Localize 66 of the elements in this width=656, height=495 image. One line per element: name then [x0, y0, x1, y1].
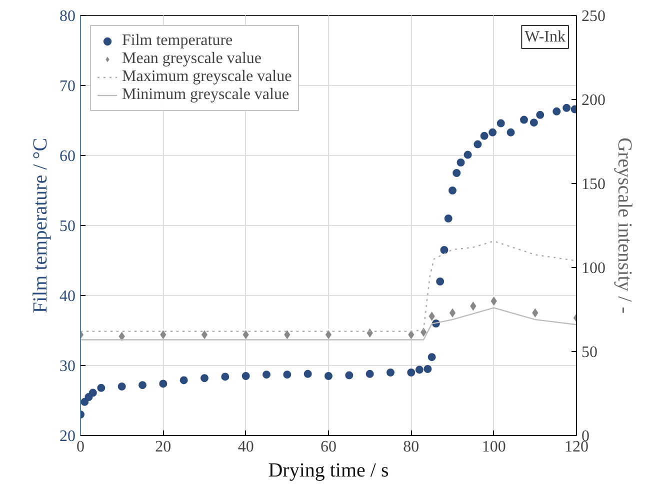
point — [436, 278, 444, 286]
y2-axis-title: Greyscale intensity / - — [614, 137, 636, 314]
point — [366, 370, 374, 378]
point — [506, 128, 515, 136]
y-tick-label: 50 — [60, 218, 76, 235]
point — [496, 119, 505, 128]
point — [530, 118, 538, 127]
point — [480, 132, 488, 140]
point — [440, 246, 448, 254]
point — [428, 353, 436, 362]
point — [324, 328, 333, 341]
y2-tick-label: 100 — [582, 260, 606, 277]
point — [488, 128, 497, 136]
point — [536, 110, 544, 119]
y2-tick-label: 200 — [582, 92, 606, 109]
point — [221, 372, 230, 381]
point — [419, 326, 428, 338]
point — [562, 104, 571, 112]
point — [118, 382, 126, 390]
point — [552, 107, 561, 116]
point — [97, 384, 106, 392]
point — [415, 366, 424, 374]
legend-label: Maximum greyscale value — [122, 68, 292, 86]
point — [200, 374, 208, 382]
point — [159, 380, 168, 388]
y-tick-label: 30 — [60, 358, 76, 375]
point — [444, 214, 452, 222]
point — [242, 372, 250, 380]
annotation: W-Ink — [524, 28, 566, 46]
point — [345, 371, 354, 380]
point — [452, 169, 461, 177]
point — [138, 381, 146, 390]
legend-label: Mean greyscale value — [122, 50, 262, 68]
y2-tick-label: 150 — [582, 176, 606, 193]
y-tick-label: 40 — [60, 288, 76, 305]
x-tick-label: 20 — [155, 438, 172, 456]
y2-tick-label: 50 — [582, 344, 598, 361]
point — [262, 370, 270, 379]
x-tick-label: 80 — [403, 438, 420, 456]
y-tick-label: 80 — [60, 8, 76, 25]
point — [448, 186, 456, 194]
x-tick-label: 40 — [238, 438, 254, 456]
point — [520, 116, 528, 124]
point — [456, 158, 465, 166]
x-axis-title: Drying time / s — [268, 460, 389, 482]
legend-label: Film temperature — [122, 32, 233, 50]
point — [180, 376, 188, 384]
point — [474, 140, 482, 148]
y-axis-title: Film temperature / °C — [30, 138, 52, 314]
x-tick-label: 100 — [482, 438, 506, 456]
point — [407, 368, 416, 376]
y-tick-label: 70 — [60, 78, 76, 95]
y2-tick-label: 250 — [582, 8, 606, 25]
x-tick-label: 60 — [320, 438, 336, 456]
x-tick-label: 0 — [76, 438, 84, 456]
y-tick-label: 60 — [60, 148, 76, 165]
point — [283, 370, 292, 379]
point — [304, 370, 312, 378]
point — [448, 306, 457, 319]
point — [88, 388, 97, 397]
y-tick-label: 20 — [60, 428, 76, 445]
point — [424, 365, 432, 373]
point — [324, 372, 332, 380]
legend-label: Minimum greyscale value — [122, 86, 290, 104]
point — [386, 368, 394, 376]
point — [464, 150, 472, 159]
